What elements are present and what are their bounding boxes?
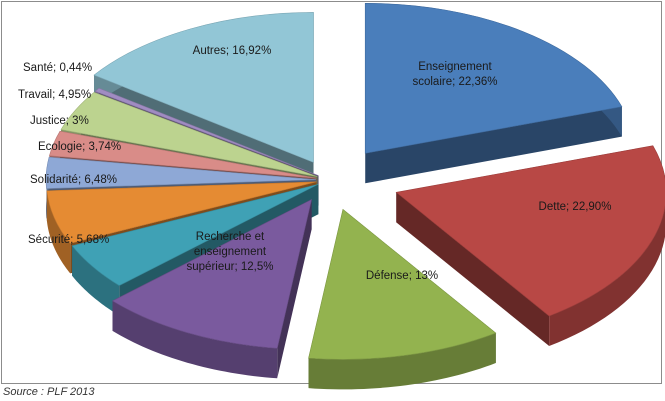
pie-slice-enseignement-scolaire xyxy=(364,2,623,154)
slice-label: Solidarité; 6,48% xyxy=(30,174,117,186)
pie-slice-rim xyxy=(112,300,278,379)
slice-label: Justice; 3% xyxy=(30,115,89,127)
pie-labels: Enseignement scolaire; 22,36% Dette; 22,90… xyxy=(18,45,611,282)
pie-slice-securite xyxy=(71,183,319,286)
pie-slice-rim xyxy=(72,245,120,316)
slice-label: Dette; 22,90% xyxy=(539,201,612,213)
pie-slice-sante xyxy=(94,87,319,176)
pie-slice-justice xyxy=(49,130,317,179)
pie-slice-travail xyxy=(60,91,318,177)
slice-label: Santé; 0,44% xyxy=(23,62,92,74)
pie-slice-recherche-et-enseignement-superieur xyxy=(111,198,313,349)
pie-slice-defense xyxy=(308,208,497,360)
slice-label: Autres; 16,92% xyxy=(193,45,272,57)
slice-label: Recherche et enseignement supérieur; 12,5% xyxy=(187,231,274,273)
pie-slice-dette xyxy=(395,145,665,317)
pie-slice-rim xyxy=(308,333,496,390)
pie-slice-wall xyxy=(396,192,550,346)
slice-label: Travail; 4,95% xyxy=(18,89,91,101)
pie-slice-wall xyxy=(277,199,312,379)
source-note: Source : PLF 2013 xyxy=(3,386,95,398)
slice-label: Ecologie; 3,74% xyxy=(38,141,121,153)
slice-label: Défense; 13% xyxy=(366,270,438,282)
pie-slice-autres xyxy=(93,12,314,163)
slice-label: Sécurité; 5,68% xyxy=(28,234,109,246)
pie-slice-solidarite xyxy=(46,181,317,244)
pie-slice-ecologie xyxy=(45,156,317,189)
pie-tops xyxy=(45,2,665,360)
pie-slice-wall xyxy=(365,106,622,184)
slice-label: Enseignement scolaire; 22,36% xyxy=(412,61,497,88)
pie-slice-rim xyxy=(46,190,71,274)
